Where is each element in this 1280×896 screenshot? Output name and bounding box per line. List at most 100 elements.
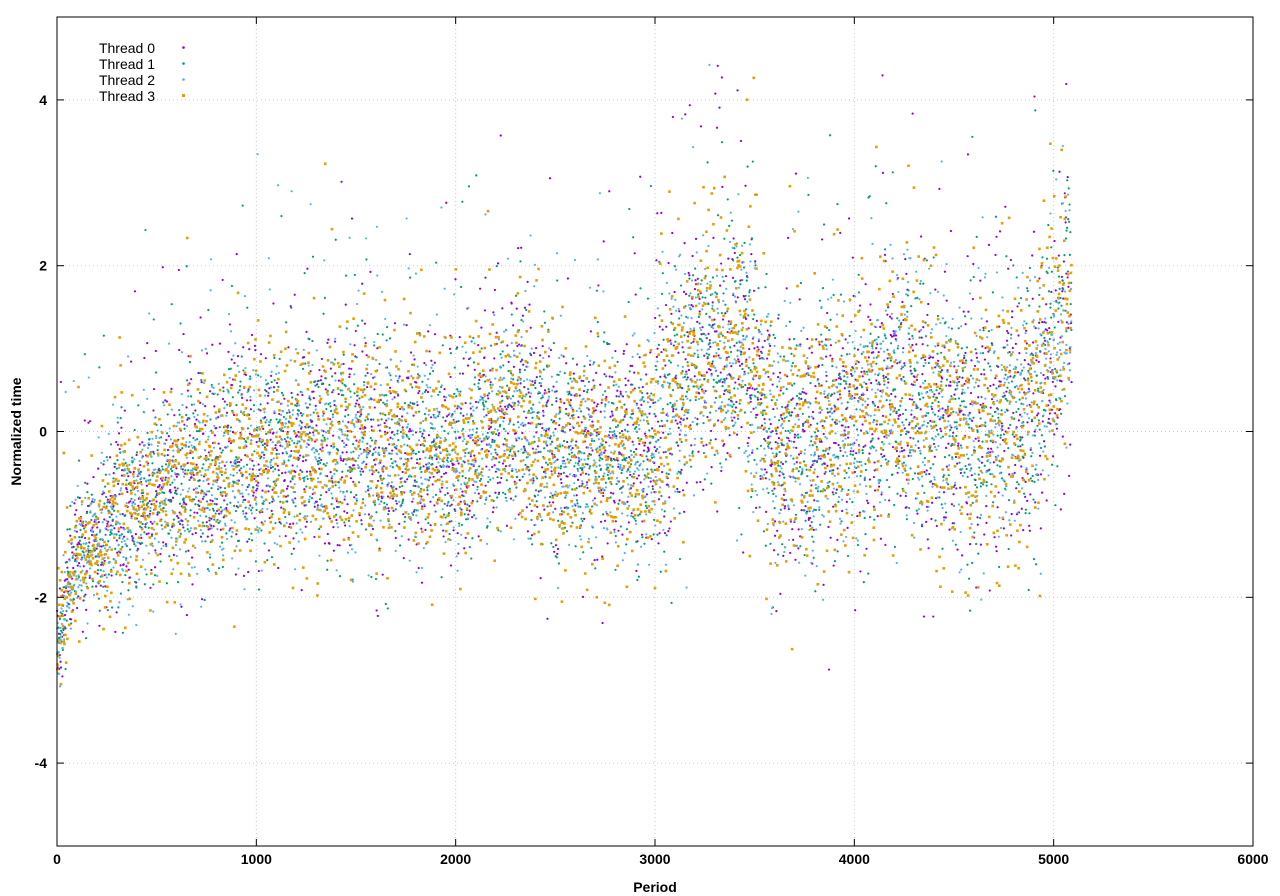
data-point: [308, 425, 311, 428]
data-point: [803, 509, 806, 512]
data-point: [770, 399, 773, 402]
data-point: [731, 419, 734, 422]
data-point: [668, 372, 671, 376]
data-point: [424, 389, 428, 392]
data-point: [472, 419, 475, 423]
data-point: [721, 185, 724, 189]
data-point: [1027, 588, 1030, 592]
data-point: [282, 429, 285, 433]
data-point: [757, 339, 760, 343]
data-point: [440, 486, 444, 489]
data-point: [513, 402, 516, 405]
data-point: [455, 347, 458, 350]
data-point: [508, 450, 512, 453]
data-point: [467, 434, 470, 437]
data-point: [1054, 289, 1057, 292]
data-point: [787, 508, 790, 511]
data-point: [990, 398, 994, 401]
data-point: [280, 391, 284, 395]
data-point: [454, 278, 457, 281]
data-point: [442, 513, 446, 516]
data-point: [688, 277, 691, 280]
data-point: [973, 531, 976, 534]
data-point: [497, 434, 500, 437]
data-point: [599, 456, 602, 459]
data-point: [1007, 427, 1010, 430]
data-point: [784, 429, 787, 433]
data-point: [364, 426, 367, 429]
data-point: [926, 421, 930, 425]
data-point: [543, 447, 546, 450]
data-point: [670, 312, 673, 315]
data-point: [1060, 275, 1064, 279]
data-point: [979, 516, 982, 520]
data-point: [1069, 321, 1073, 325]
data-point: [874, 404, 877, 407]
data-point: [693, 288, 697, 291]
data-point: [386, 607, 389, 610]
data-point: [563, 402, 566, 405]
data-point: [697, 450, 700, 453]
data-point: [941, 407, 944, 410]
data-point: [895, 449, 898, 453]
data-point: [319, 448, 322, 451]
data-point: [678, 310, 681, 313]
data-point: [165, 582, 168, 585]
data-point: [682, 398, 685, 401]
data-point: [65, 609, 68, 613]
data-point: [247, 570, 250, 574]
data-point: [430, 441, 433, 444]
data-point: [425, 463, 428, 466]
data-point: [954, 543, 957, 546]
data-point: [298, 512, 302, 515]
data-point: [590, 439, 593, 443]
data-point: [903, 362, 906, 365]
data-point: [943, 270, 947, 273]
data-point: [880, 464, 883, 467]
data-point: [773, 534, 777, 537]
data-point: [705, 312, 708, 315]
data-point: [384, 413, 387, 417]
data-point: [851, 501, 854, 504]
data-point: [1017, 407, 1020, 411]
data-point: [970, 467, 973, 470]
data-point: [717, 354, 720, 357]
data-point: [561, 444, 564, 447]
data-point: [675, 408, 678, 411]
data-point: [932, 256, 935, 259]
data-point: [884, 375, 888, 379]
data-point: [496, 476, 499, 479]
data-point: [791, 361, 794, 365]
data-point: [671, 231, 674, 235]
data-point: [178, 413, 181, 416]
data-point: [323, 542, 327, 545]
data-point: [316, 380, 319, 383]
data-point: [753, 458, 756, 462]
data-point: [221, 449, 224, 452]
data-point: [724, 303, 727, 306]
data-point: [361, 498, 365, 501]
data-point: [356, 394, 359, 397]
data-point: [785, 387, 788, 391]
data-point: [887, 513, 890, 516]
data-point: [780, 413, 783, 417]
data-point: [701, 296, 704, 299]
data-point: [323, 436, 326, 439]
data-point: [84, 637, 88, 640]
data-point: [493, 357, 496, 360]
data-point: [295, 532, 298, 535]
data-point: [557, 562, 561, 565]
data-point: [988, 589, 991, 592]
data-point: [1015, 276, 1018, 279]
data-point: [483, 356, 486, 359]
data-point: [452, 463, 455, 466]
data-point: [303, 271, 306, 275]
data-point: [1021, 443, 1024, 446]
data-point: [288, 523, 292, 526]
data-point: [59, 660, 62, 663]
data-point: [369, 270, 372, 273]
data-point: [354, 329, 357, 333]
data-point: [826, 411, 829, 414]
data-point: [629, 473, 632, 477]
data-point: [776, 385, 779, 388]
